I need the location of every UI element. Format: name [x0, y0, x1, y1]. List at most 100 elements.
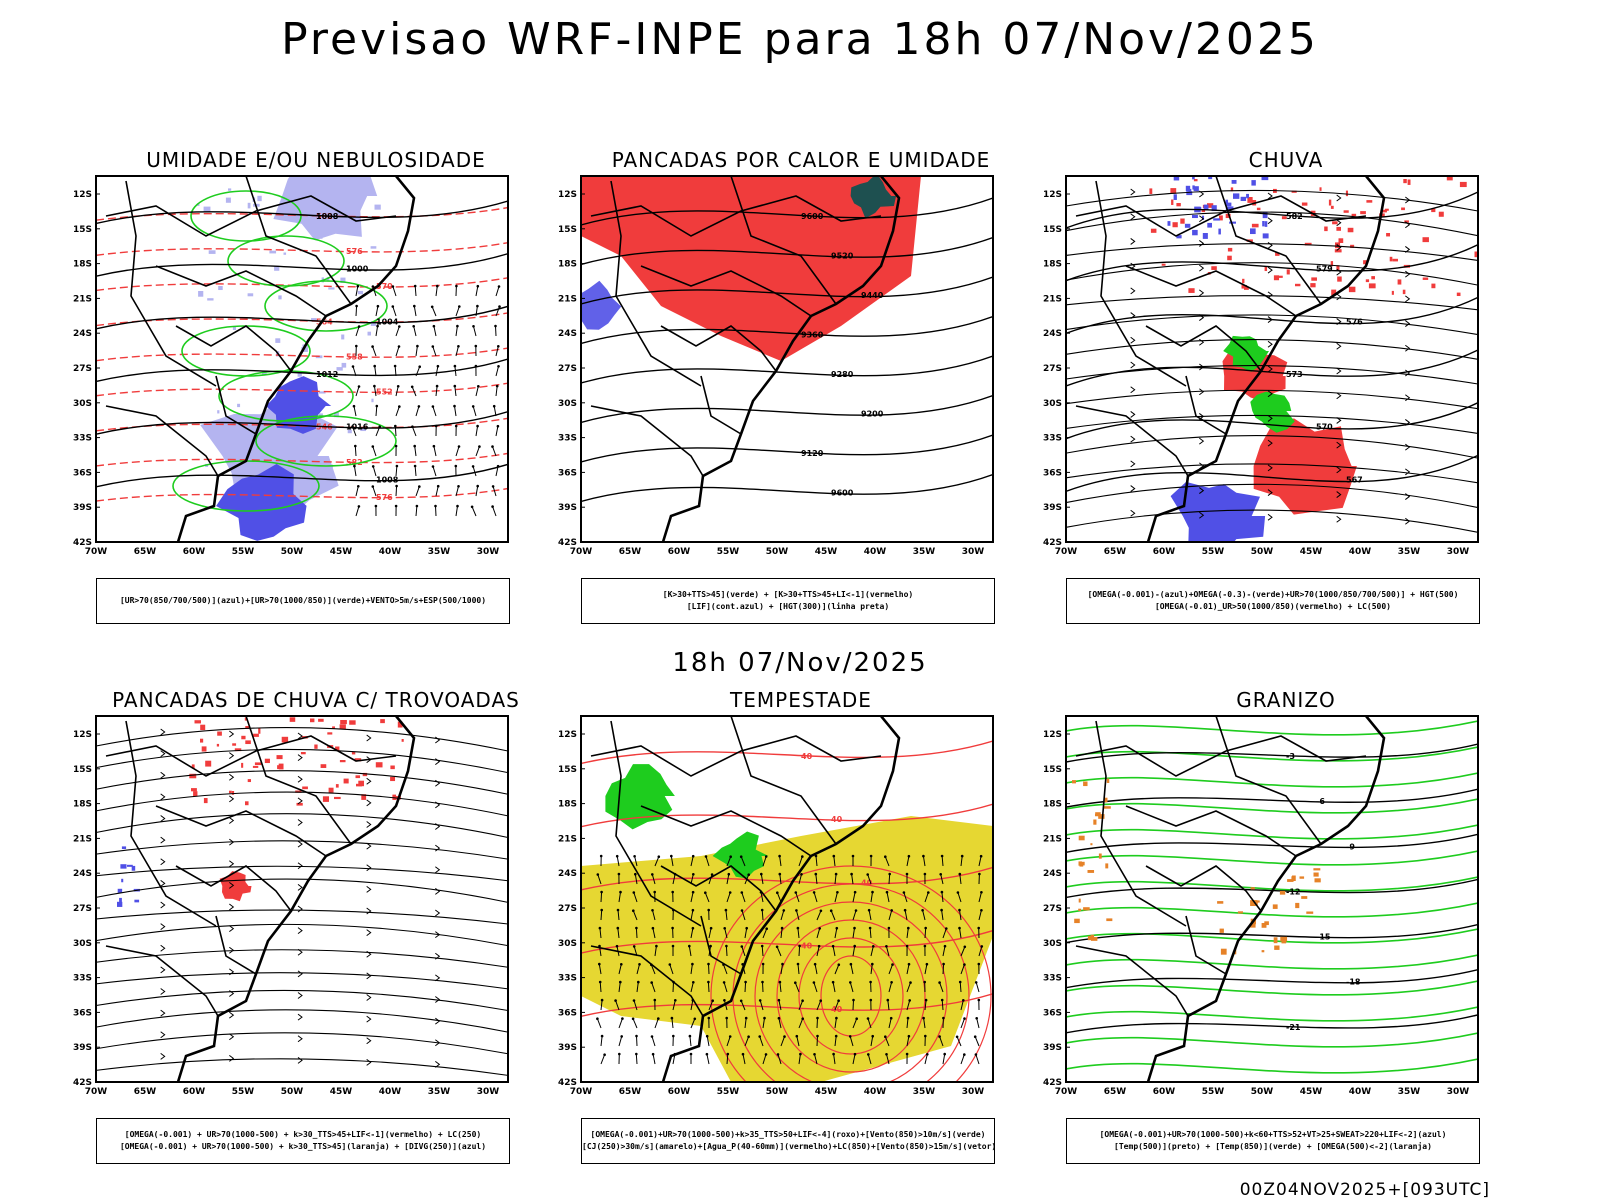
streamline-arrow [229, 1033, 235, 1041]
omega-500-area [1079, 862, 1084, 867]
wind-vector [888, 910, 893, 921]
wind-vector [816, 1000, 822, 1011]
wind-vector [600, 1054, 606, 1065]
wind-vector-head [457, 445, 461, 448]
rain-area-blue [1262, 233, 1269, 239]
panel-pancadas-trovoadas: PANCADAS DE CHUVA C/ TROVOADAS 12S 15S 18S… [56, 688, 576, 1168]
streamline-arrow [297, 819, 303, 826]
wind-vector [834, 892, 838, 903]
streamline-arrow [160, 750, 166, 758]
rain-area-red [1324, 226, 1328, 232]
thickness-contour [96, 242, 508, 257]
lon-tick-label: 45W [1300, 547, 1323, 557]
streamline-arrow [1130, 336, 1136, 344]
panel-tempestade: TEMPESTADE 40 40 40 40 40 12S 15S 18S 21S 24S 27S 3… [541, 688, 1061, 1168]
height-contour [1066, 296, 1478, 334]
wind-vector-head [816, 1016, 819, 1020]
wind-vector-head [496, 424, 500, 428]
wind-vector-head [615, 944, 619, 948]
humidity-area-upper [228, 188, 232, 191]
wind-vector [669, 964, 674, 975]
rain-area-red [1242, 278, 1245, 284]
precipitable-water-contour [581, 740, 993, 765]
wind-vector-head [819, 999, 822, 1002]
wind-vector [352, 426, 357, 437]
wind-vector [372, 346, 377, 357]
wind-vector-head [498, 305, 501, 308]
wind-vector [688, 946, 692, 957]
wind-vector [941, 999, 944, 1011]
wind-vector [777, 1054, 782, 1065]
wind-vector-head [795, 909, 798, 912]
wind-vector-head [814, 872, 818, 876]
rain-area-red [1384, 208, 1389, 211]
streamline-arrow [1336, 293, 1342, 301]
wind-vector-head [979, 854, 983, 858]
wind-vector-head [761, 980, 764, 984]
humidity-area-upper [336, 367, 343, 371]
rain-area-red [1193, 179, 1198, 182]
wind-vector [414, 285, 417, 297]
wind-vector-head [813, 1053, 816, 1056]
wind-vector-head [760, 908, 764, 912]
lon-tick-label: 50W [1251, 1087, 1274, 1097]
wind-vector-head [476, 424, 479, 428]
political-border [245, 176, 352, 305]
wind-vector-head [795, 1034, 799, 1038]
streamline-arrow [366, 929, 372, 937]
streamline-arrow [160, 1052, 166, 1060]
wind-vector [956, 1036, 962, 1047]
wind-vector [726, 892, 731, 903]
humidity-area-upper [325, 229, 329, 235]
wind-vector-head [778, 872, 782, 876]
wind-vector-head [776, 891, 779, 894]
wind-vector [355, 326, 360, 337]
wind-vector [654, 856, 660, 867]
storm-area-red [201, 746, 207, 752]
lat-tick-label: 39S [558, 1043, 577, 1053]
wind-vector-head [940, 854, 944, 858]
wind-vector-head [799, 1052, 802, 1056]
wind-vector [600, 1036, 603, 1047]
pressure-contour [96, 305, 508, 330]
wind-vector-head [980, 945, 984, 948]
rain-area-red [1328, 199, 1332, 206]
contour-label: 40 [801, 942, 813, 951]
political-border [1185, 375, 1227, 435]
humidity-area-upper [250, 441, 257, 448]
omega-500-area [1078, 898, 1081, 903]
pressure-contour [96, 252, 508, 277]
rain-area-blue [1208, 176, 1213, 180]
contour-label: 576 [1346, 317, 1363, 326]
temp-850-contour [1066, 902, 1478, 918]
humidity-contour-lower [190, 190, 302, 242]
wind-vector-head [431, 465, 435, 468]
wind-vector [636, 1035, 638, 1047]
wind-vector-head [778, 854, 781, 858]
thickness-contour [96, 347, 508, 362]
wind-vector-head [906, 1016, 910, 1020]
wind-vector [690, 982, 694, 993]
humidity-area-upper [247, 202, 251, 209]
humidity-area-upper [275, 338, 281, 343]
political-border [125, 180, 217, 387]
wind-vector [976, 1018, 980, 1029]
wind-vector [888, 1018, 892, 1029]
contour-label: 1012 [316, 370, 338, 379]
streamline-arrow [297, 754, 303, 762]
lat-tick-label: 42S [558, 1078, 577, 1088]
wind-850-area [712, 831, 769, 879]
lat-tick-label: 42S [73, 538, 92, 548]
wind-vector-head [963, 1017, 966, 1020]
political-border [640, 805, 812, 857]
wind-vector-head [692, 981, 695, 984]
humidity-area-upper [309, 201, 317, 207]
wind-vector-head [688, 1034, 692, 1038]
wind-vector-head [707, 1016, 711, 1020]
wind-vector [375, 426, 381, 437]
humidity-area-upper [287, 441, 292, 444]
wind-vector-head [867, 1053, 870, 1056]
map-layer: -3 -6 -9 -12 -15 -18 -21 [1066, 716, 1478, 1082]
wind-vector [455, 306, 460, 317]
contour-label: 1016 [346, 423, 369, 432]
